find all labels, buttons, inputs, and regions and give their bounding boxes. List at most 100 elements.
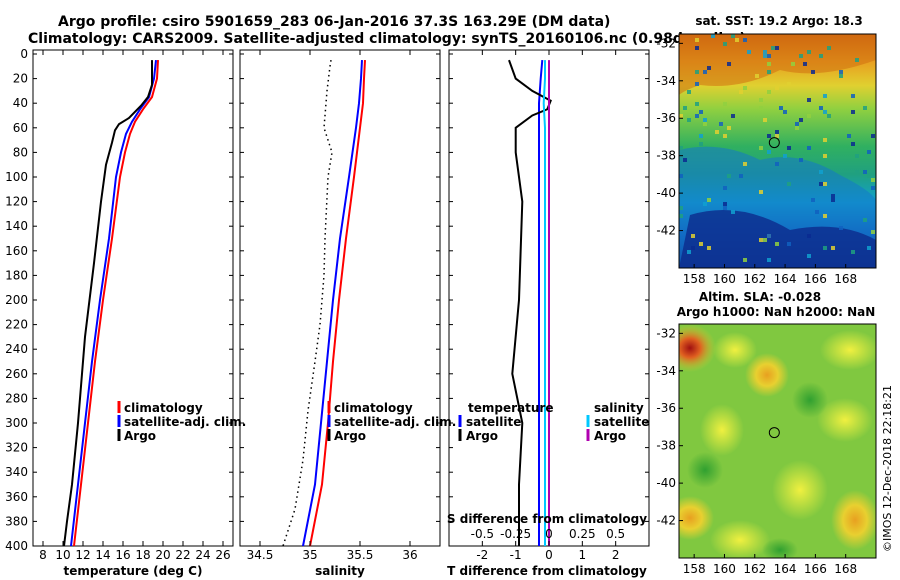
- sla-argo-marker: [768, 427, 780, 439]
- map-lat-label: -32: [656, 326, 676, 340]
- sla-blob: [710, 520, 770, 558]
- series-t-argo: [508, 59, 552, 546]
- difference-salinity-legend: salinity satellite Argo: [586, 401, 649, 443]
- map-lat-label: -40: [656, 186, 676, 200]
- sst-pixel: [679, 114, 683, 118]
- sla-blob: [831, 490, 876, 550]
- salinity-panel-frame: [239, 49, 441, 547]
- sst-pixel: [795, 122, 799, 126]
- sst-pixel: [695, 38, 699, 42]
- sst-pixel: [703, 202, 707, 206]
- map-lat-label: -42: [656, 514, 676, 528]
- sst-pixel: [871, 134, 875, 138]
- depth-tick-label: 320: [5, 441, 28, 455]
- series-t-satellite: [538, 60, 544, 546]
- depth-tick-label: 100: [5, 170, 28, 184]
- sst-pixel: [831, 198, 835, 202]
- sst-pixel: [871, 186, 875, 190]
- legend-label-climatology: climatology: [334, 401, 413, 415]
- sla-blob: [679, 324, 716, 372]
- sst-pixel: [823, 214, 827, 218]
- sst-pixel: [723, 186, 727, 190]
- sst-pixel: [703, 70, 707, 74]
- sst-pixel: [819, 170, 823, 174]
- x-tick-label: 14: [95, 548, 110, 562]
- sst-pixel: [763, 118, 767, 122]
- sst-pixel: [819, 182, 823, 186]
- sst-pixel: [767, 234, 771, 238]
- x-tick-label: 1: [579, 548, 587, 562]
- map-lon-label: 166: [804, 272, 827, 286]
- legend-label-t-satellite: satellite: [466, 415, 521, 429]
- sst-pixel: [695, 114, 699, 118]
- depth-tick-label: 160: [5, 244, 28, 258]
- temperature-axis-label: temperature (deg C): [64, 564, 203, 578]
- x-tick-label: 12: [75, 548, 90, 562]
- sst-pixel: [727, 62, 731, 66]
- legend-label-argo: Argo: [334, 429, 366, 443]
- x-tick-label: 10: [55, 548, 70, 562]
- sla-blob: [762, 538, 798, 558]
- sst-pixel: [831, 246, 835, 250]
- sst-pixel: [867, 150, 871, 154]
- x-tick-label: 0.25: [569, 527, 596, 541]
- legend-label-satellite-adj: satellite-adj. clim.: [124, 415, 246, 429]
- x-tick-label: 18: [135, 548, 150, 562]
- sst-pixel: [795, 126, 799, 130]
- s-difference-axis-label: S difference from climatology: [447, 512, 647, 526]
- sla-blob: [679, 496, 714, 540]
- x-tick-label: 0: [545, 548, 553, 562]
- sst-pixel: [823, 110, 827, 114]
- sst-pixel: [819, 106, 823, 110]
- sst-pixel: [703, 118, 707, 122]
- x-tick-label: 24: [195, 548, 210, 562]
- sst-pixel: [807, 234, 811, 238]
- imos-credit: ©IMOS 12-Dec-2018 22:18:21: [881, 385, 894, 552]
- sst-pixel: [767, 54, 771, 58]
- title-line-1: Argo profile: csiro 5901659_283 06-Jan-2…: [58, 14, 610, 30]
- sst-pixel: [743, 162, 747, 166]
- series-satellite-adj-clim-: [302, 60, 363, 547]
- sst-pixel: [695, 82, 699, 86]
- difference-temperature-legend: temperature satellite Argo: [458, 401, 553, 443]
- map-lat-label: -38: [656, 149, 676, 163]
- sla-blob: [772, 460, 828, 520]
- depth-tick-label: 340: [5, 465, 28, 479]
- sla-blob: [700, 404, 744, 456]
- legend-label-climatology: climatology: [124, 401, 203, 415]
- sst-pixel: [727, 126, 731, 130]
- sst-pixel: [699, 142, 703, 146]
- sst-pixel: [775, 86, 779, 90]
- sla-blob: [745, 353, 789, 397]
- legend-label-s-satellite: satellite: [594, 415, 649, 429]
- map-lat-label: -34: [656, 74, 676, 88]
- map-lon-label: 162: [743, 272, 766, 286]
- sla-blob: [687, 452, 723, 488]
- sst-pixel: [787, 82, 791, 86]
- legend-label-t-argo: Argo: [466, 429, 498, 443]
- sla-blob: [820, 330, 876, 370]
- series-climatology: [309, 60, 366, 547]
- depth-tick-label: 240: [5, 342, 28, 356]
- sst-pixel: [723, 202, 727, 206]
- sst-pixel: [699, 110, 703, 114]
- map-lat-label: -36: [656, 111, 676, 125]
- sst-pixel: [683, 158, 687, 162]
- x-axis-ticks: 8 10 12 14 16 18 20 22 24 26 34.5 35 35.5 36 -2 -1 0 1 2-0…: [39, 50, 625, 562]
- map-lon-label: 164: [774, 272, 797, 286]
- sst-pixel: [799, 158, 803, 162]
- sst-pixel: [767, 150, 771, 154]
- x-tick-label: 36: [402, 548, 417, 562]
- sst-pixel: [823, 246, 827, 250]
- sst-pixel: [867, 246, 871, 250]
- sst-pixel: [839, 226, 843, 230]
- sst-pixel: [687, 250, 691, 254]
- sst-pixel: [855, 154, 859, 158]
- depth-tick-label: 40: [13, 96, 28, 110]
- map-lat-label: -38: [656, 439, 676, 453]
- sst-pixel: [679, 174, 683, 178]
- sst-pixel: [787, 242, 791, 246]
- x-tick-label: 0: [545, 527, 553, 541]
- sst-pixel: [747, 50, 751, 54]
- sst-pixel: [707, 198, 711, 202]
